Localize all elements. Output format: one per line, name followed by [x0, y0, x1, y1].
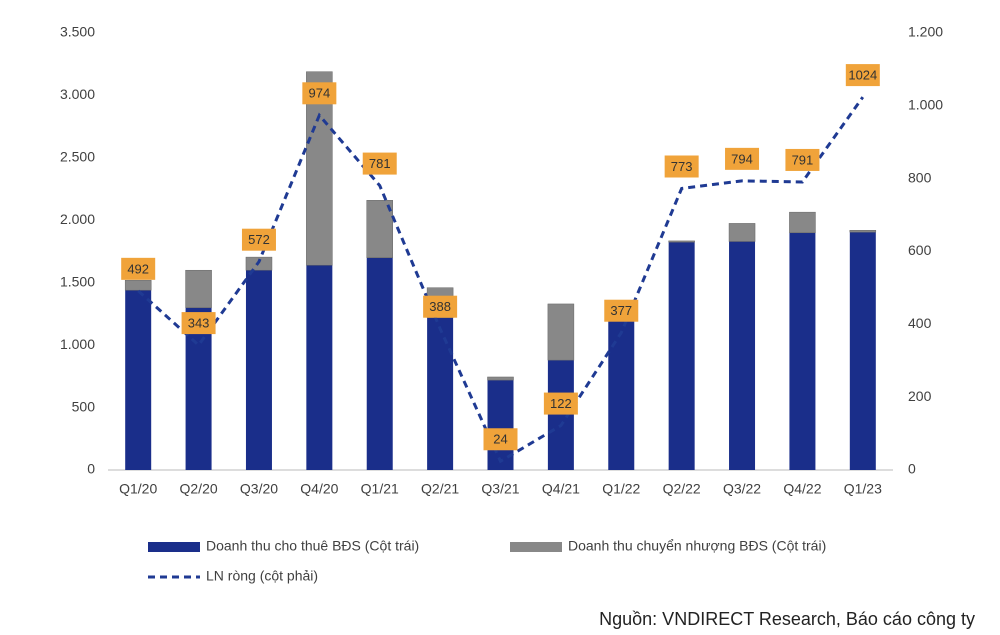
data-label-box	[483, 428, 518, 451]
y-tick-label: 2.500	[60, 149, 95, 165]
data-label-box	[302, 82, 337, 105]
data-label-box	[241, 228, 276, 251]
data-label: 572	[248, 232, 270, 247]
data-label: 781	[369, 156, 391, 171]
y-tick-label: 1.500	[60, 273, 95, 289]
data-label: 794	[731, 151, 753, 166]
bar	[547, 303, 575, 361]
x-tick-label: Q4/22	[783, 481, 821, 497]
bar	[608, 320, 635, 470]
x-tick-label: Q3/20	[240, 481, 278, 497]
y-tick-label: 2.000	[60, 211, 95, 227]
data-label-box	[543, 392, 578, 415]
y-tick-label: 1.000	[60, 336, 95, 352]
data-label: 1024	[848, 68, 877, 83]
data-label: 343	[188, 316, 210, 331]
x-tick-label: Q3/21	[481, 481, 519, 497]
x-tick-label: Q1/20	[119, 481, 157, 497]
data-label: 492	[127, 261, 149, 276]
data-label-box	[664, 155, 699, 178]
y-tick-label: 3.500	[60, 24, 95, 40]
bar	[668, 240, 695, 243]
y2-tick-label: 400	[908, 315, 932, 331]
data-label-box	[362, 152, 397, 175]
y2-tick-label: 1.200	[908, 24, 943, 40]
bar	[668, 242, 695, 470]
data-label: 377	[610, 303, 632, 318]
bar	[366, 257, 393, 470]
bar	[728, 223, 756, 242]
data-label-box	[725, 147, 760, 170]
y2-tick-label: 200	[908, 388, 932, 404]
x-tick-label: Q4/21	[542, 481, 580, 497]
data-label-box	[181, 312, 216, 335]
line	[137, 96, 865, 464]
data-label: 773	[671, 159, 693, 174]
x-tick-label: Q3/22	[723, 481, 761, 497]
y-tick-label: 3.000	[60, 86, 95, 102]
data-label: 791	[792, 152, 814, 167]
legend-label: Doanh thu cho thuê BĐS (Cột trái)	[206, 538, 419, 554]
x-tick-label: Q1/22	[602, 481, 640, 497]
y2-tick-label: 0	[908, 461, 916, 477]
bar	[789, 211, 816, 234]
x-tick-label: Q2/22	[663, 481, 701, 497]
legend-swatch	[148, 542, 200, 552]
bar	[306, 265, 333, 470]
y-tick-label: 0	[87, 461, 95, 477]
legend-label: Doanh thu chuyển nhượng BĐS (Cột trái)	[568, 538, 826, 554]
y2-tick-label: 1.000	[908, 97, 943, 113]
source: Nguồn: VNDIRECT Research, Báo cáo công t…	[599, 609, 975, 629]
y2-tick-label: 600	[908, 242, 932, 258]
bar	[124, 279, 152, 291]
y-tick-label: 500	[72, 398, 96, 414]
x-tick-label: Q1/21	[361, 481, 399, 497]
data-label-box	[845, 64, 880, 87]
bar	[245, 270, 272, 470]
y2-tick-label: 800	[908, 169, 932, 185]
legend-swatch	[510, 542, 562, 552]
bar	[185, 269, 212, 308]
data-label: 974	[308, 86, 330, 101]
x-tick-label: Q2/20	[180, 481, 218, 497]
data-label-box	[604, 299, 639, 322]
data-label-box	[121, 257, 156, 280]
bar	[849, 232, 876, 470]
data-label: 122	[550, 396, 572, 411]
bar	[729, 241, 756, 470]
data-label-box	[423, 295, 458, 318]
bar	[547, 360, 574, 470]
bar	[849, 230, 877, 233]
bar	[125, 290, 152, 470]
x-tick-label: Q1/23	[844, 481, 882, 497]
data-label: 388	[429, 299, 451, 314]
legend-label: LN ròng (cột phải)	[206, 568, 318, 584]
bar	[789, 232, 816, 470]
bar	[487, 376, 514, 381]
data-label: 24	[493, 432, 507, 447]
x-tick-label: Q2/21	[421, 481, 459, 497]
bar	[427, 317, 454, 470]
bar	[185, 307, 212, 470]
data-label-box	[785, 148, 820, 171]
x-tick-label: Q4/20	[300, 481, 338, 497]
